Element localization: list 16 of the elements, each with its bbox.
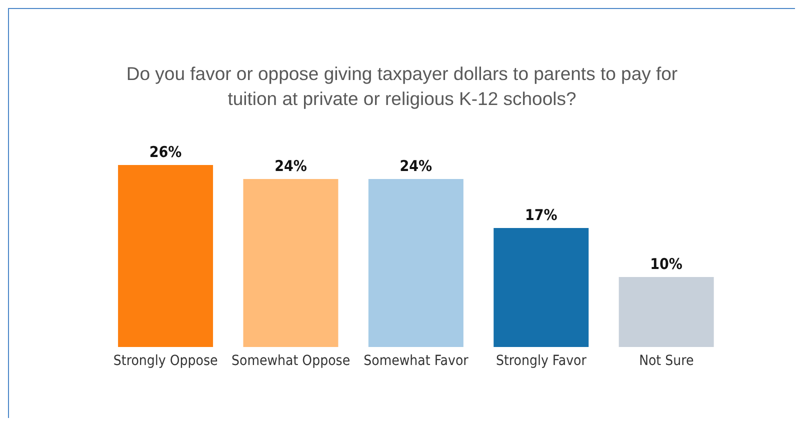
data-label: 10% — [650, 255, 683, 273]
x-tick-label: Strongly Favor — [496, 352, 588, 369]
bar — [243, 179, 338, 347]
bar — [118, 165, 214, 347]
data-label: 24% — [274, 157, 308, 175]
bar — [494, 228, 589, 347]
data-label: 24% — [400, 157, 433, 175]
x-tick-label: Somewhat Favor — [364, 352, 470, 369]
bar — [618, 277, 714, 347]
data-label: 17% — [524, 206, 558, 224]
x-tick-label: Not Sure — [639, 352, 694, 369]
chart-title: Do you favor or oppose giving taxpayer dollars to parents to pay for tuition at private or religious K-12 schools? — [125, 62, 679, 111]
data-label: 26% — [149, 143, 182, 161]
x-tick-label: Somewhat Oppose — [232, 352, 350, 369]
x-tick-label: Strongly Oppose — [113, 352, 218, 369]
bar — [368, 179, 464, 347]
